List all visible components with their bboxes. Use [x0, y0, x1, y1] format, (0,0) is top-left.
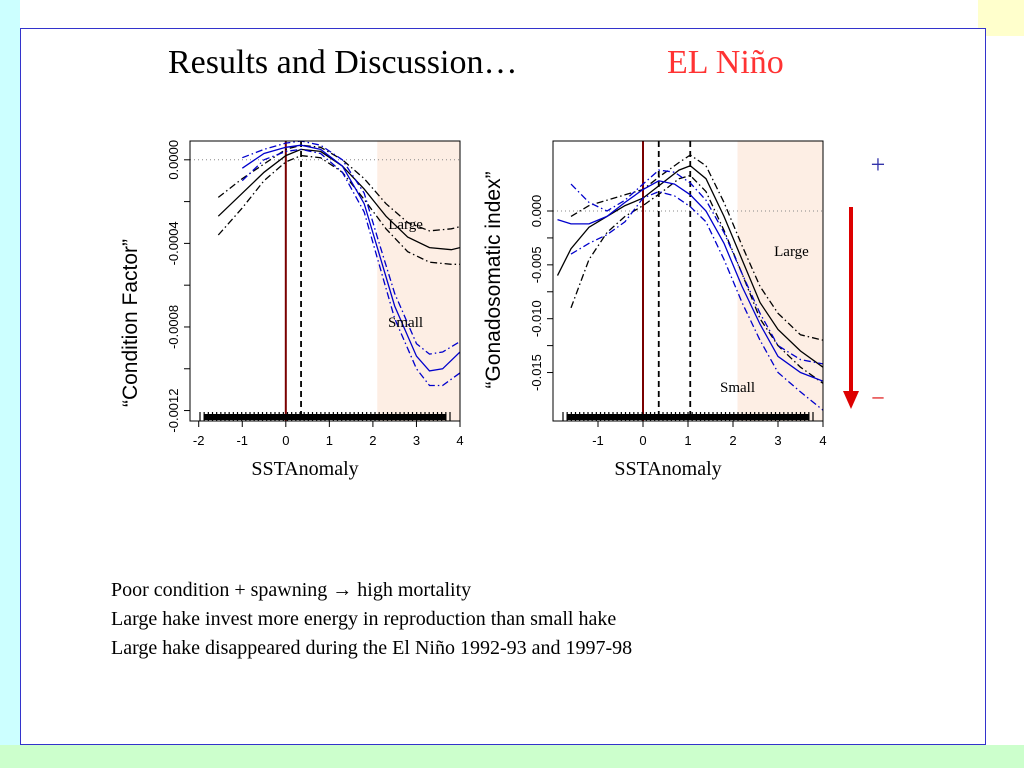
x-tick-label: 3 — [413, 433, 420, 448]
bottom-accent-strip — [0, 745, 1024, 768]
y-tick-label: -0.0012 — [166, 389, 181, 433]
shaded-region — [377, 141, 460, 421]
left-accent-strip — [0, 0, 20, 768]
x-tick-label: 2 — [729, 433, 736, 448]
gonadosomatic-index-chart: -1 0 1 2 3 4 0.000 -0.005 -0.010 -0.015 Large Sma… — [482, 140, 827, 480]
direction-indicator: + – — [843, 150, 886, 409]
x-tick-label: 1 — [326, 433, 333, 448]
series-line — [570, 174, 823, 384]
series-line — [570, 154, 823, 341]
plot-frame — [189, 140, 461, 422]
series-line — [217, 144, 460, 232]
bullet-item: Poor condition + spawning → high mortali… — [111, 579, 472, 601]
y-tick-label: -0.010 — [529, 300, 544, 337]
y-tick-label: -0.015 — [529, 354, 544, 391]
arrow-head-icon — [843, 391, 859, 409]
x-tick-label: 1 — [684, 433, 691, 448]
series-annotation: Small — [720, 380, 755, 396]
series-line — [556, 165, 823, 368]
series-annotation: Small — [388, 315, 423, 331]
series-annotation: Large — [388, 217, 423, 233]
bullet-list: Poor condition + spawning → high mortali… — [111, 576, 632, 663]
bullet-item: Large hake disappeared during the El Niñ… — [111, 637, 633, 659]
y-tick-label: -0.0008 — [166, 305, 181, 349]
x-tick-label: 0 — [639, 433, 646, 448]
plus-sign: + — [871, 150, 886, 179]
y-tick-label: -0.005 — [529, 246, 544, 283]
x-tick-label: -1 — [236, 433, 248, 448]
series-line — [241, 144, 460, 372]
rug-marks — [562, 412, 814, 421]
slide-subtitle: EL Niño — [667, 44, 784, 81]
x-tick-label: -1 — [592, 433, 604, 448]
slide-title: Results and Discussion… — [168, 44, 518, 81]
bullet-item: Large hake invest more energy in reprodu… — [111, 608, 617, 630]
series-annotation: Large — [774, 244, 809, 260]
series-line — [241, 148, 460, 387]
x-tick-label: 4 — [456, 433, 463, 448]
condition-factor-chart: -2 -1 0 1 2 3 4 0.0000 -0.0004 -0.0008 -0.0012 La… — [119, 140, 464, 480]
y-tick-label: -0.0004 — [166, 221, 181, 265]
x-tick-label: -2 — [193, 433, 205, 448]
x-tick-label: 2 — [369, 433, 376, 448]
series-line — [557, 180, 823, 382]
series-line — [242, 141, 460, 355]
y-axis-label: “Condition Factor” — [119, 239, 142, 407]
x-tick-label: 3 — [774, 433, 781, 448]
slide-frame — [20, 28, 986, 745]
x-axis-label: SSTAnomaly — [251, 458, 358, 480]
y-tick-label: 0.000 — [529, 195, 544, 228]
series-line — [570, 169, 823, 365]
x-axis-label: SSTAnomaly — [614, 458, 721, 480]
series-line — [570, 190, 823, 411]
x-tick-label: 4 — [819, 433, 826, 448]
x-tick-label: 0 — [282, 433, 289, 448]
minus-sign: – — [872, 383, 885, 408]
y-axis-label: “Gonadosomatic index” — [482, 171, 505, 388]
rug-marks — [199, 412, 451, 421]
y-tick-label: 0.0000 — [166, 140, 181, 180]
